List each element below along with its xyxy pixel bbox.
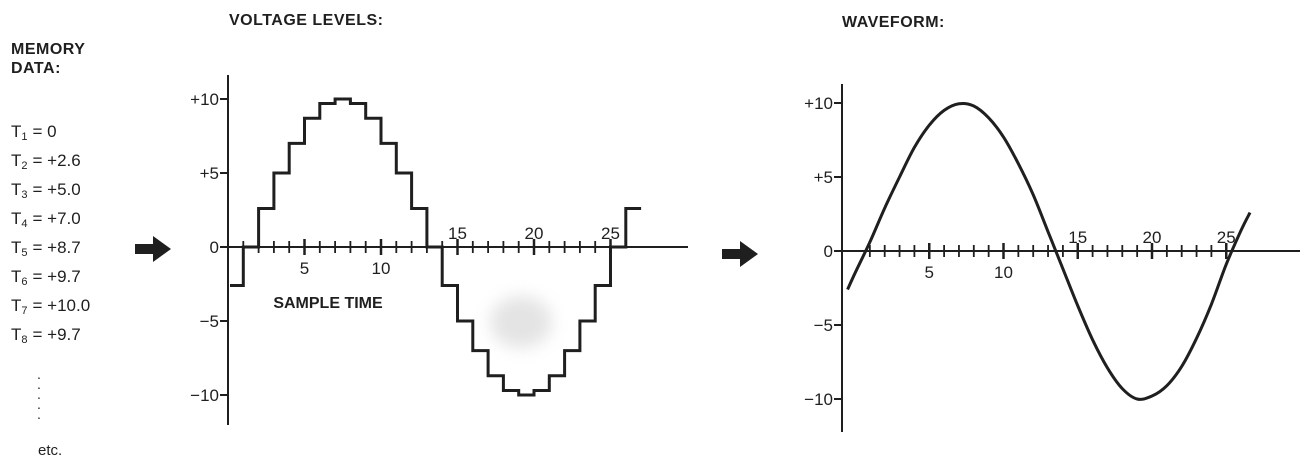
memory-row-value: = 0 [32, 122, 57, 141]
memory-row-value: = +2.6 [32, 151, 81, 170]
memory-row-label: T [11, 325, 22, 344]
y-tick-label: −10 [804, 390, 833, 409]
memory-row-index: 5 [21, 247, 28, 259]
memory-row: T4 = +7.0 [11, 209, 90, 238]
ellipsis-dot: . [37, 396, 41, 412]
memory-row-label: T [11, 209, 22, 228]
voltage-levels-heading: VOLTAGE LEVELS: [229, 12, 384, 29]
memory-heading-line2: DATA: [11, 60, 61, 77]
memory-row-index: 7 [21, 305, 28, 317]
memory-row-value: = +5.0 [32, 180, 81, 199]
memory-row: T2 = +2.6 [11, 151, 90, 180]
memory-row: T3 = +5.0 [11, 180, 90, 209]
y-tick-label: 0 [210, 238, 219, 257]
voltage-step-series [230, 97, 642, 397]
y-tick-label: −5 [200, 312, 219, 331]
etc-label: etc. [38, 442, 63, 459]
right-arrow-icon [722, 241, 758, 267]
memory-row-label: T [11, 122, 22, 141]
x-axis-label: SAMPLE TIME [273, 295, 383, 312]
memory-row-index: 3 [21, 189, 28, 201]
memory-heading-line1: MEMORY [11, 41, 86, 58]
x-tick-label: 10 [994, 263, 1013, 282]
memory-row-index: 2 [21, 160, 28, 172]
waveform-heading: WAVEFORM: [842, 14, 945, 31]
memory-row-value: = +10.0 [32, 296, 91, 315]
memory-row-value: = +9.7 [32, 267, 81, 286]
memory-row: T6 = +9.7 [11, 267, 90, 296]
vertical-ellipsis: ..... [37, 366, 41, 422]
ellipsis-dot: . [37, 376, 41, 392]
ellipsis-dot: . [37, 386, 41, 402]
ellipsis-dot: . [37, 406, 41, 422]
x-tick-label: 20 [1143, 228, 1162, 247]
memory-row: T5 = +8.7 [11, 238, 90, 267]
x-tick-label: 5 [925, 263, 934, 282]
memory-row-value: = +9.7 [32, 325, 81, 344]
ellipsis-dot: . [37, 366, 41, 382]
memory-data-list: T1 = 0 T2 = +2.6 T3 = +5.0 T4 = +7.0 T5 = +8.… [11, 122, 90, 354]
y-tick-label: +10 [190, 90, 219, 109]
y-tick-label: +5 [814, 168, 833, 187]
memory-data-heading: MEMORY DATA: [11, 40, 85, 78]
y-tick-label: 0 [824, 242, 833, 261]
memory-row-index: 1 [21, 131, 28, 143]
y-tick-label: +10 [804, 94, 833, 113]
memory-row-label: T [11, 180, 22, 199]
x-tick-label: 10 [372, 259, 391, 278]
scan-smudge [490, 296, 552, 348]
y-tick-label: −5 [814, 316, 833, 335]
memory-row: T7 = +10.0 [11, 296, 90, 325]
x-tick-label: 5 [300, 259, 309, 278]
memory-row: T8 = +9.7 [11, 325, 90, 354]
memory-row-label: T [11, 267, 22, 286]
memory-row: T1 = 0 [11, 122, 90, 151]
memory-row-label: T [11, 296, 22, 315]
memory-row-value: = +8.7 [32, 238, 81, 257]
x-tick-label: 25 [601, 224, 620, 243]
memory-row-index: 6 [21, 276, 28, 288]
y-tick-label: −10 [190, 386, 219, 405]
x-tick-label: 15 [1068, 228, 1087, 247]
waveform-series [846, 101, 1252, 401]
memory-row-label: T [11, 151, 22, 170]
memory-row-value: = +7.0 [32, 209, 81, 228]
x-tick-label: 15 [448, 224, 467, 243]
right-arrow-icon [135, 236, 171, 262]
y-tick-label: +5 [200, 164, 219, 183]
memory-row-index: 4 [21, 218, 28, 230]
memory-row-index: 8 [21, 334, 28, 346]
memory-row-label: T [11, 238, 22, 257]
x-tick-label: 20 [525, 224, 544, 243]
x-tick-label: 25 [1217, 228, 1236, 247]
